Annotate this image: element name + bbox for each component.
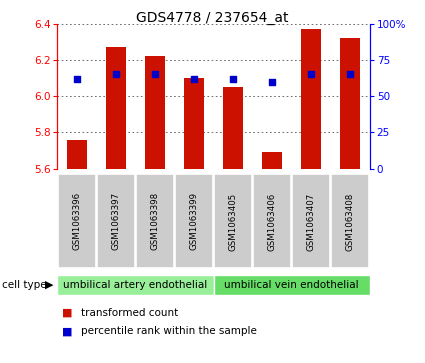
Bar: [136, 174, 174, 269]
Bar: [301, 29, 321, 169]
Text: ■: ■: [62, 326, 72, 336]
Bar: [184, 78, 204, 169]
Bar: [340, 38, 360, 169]
Text: umbilical artery endothelial: umbilical artery endothelial: [63, 280, 207, 290]
Text: ▶: ▶: [45, 280, 53, 290]
Point: [113, 72, 119, 77]
Bar: [253, 174, 291, 269]
Point: [74, 76, 80, 82]
Bar: [213, 275, 370, 295]
Text: GSM1063407: GSM1063407: [307, 192, 316, 250]
Text: GSM1063397: GSM1063397: [111, 192, 120, 250]
Text: GSM1063398: GSM1063398: [150, 192, 159, 250]
Text: cell type: cell type: [2, 280, 47, 290]
Bar: [214, 174, 252, 269]
Point: [191, 76, 198, 82]
Bar: [292, 174, 330, 269]
Bar: [58, 174, 96, 269]
Text: GSM1063405: GSM1063405: [229, 192, 238, 250]
Text: GSM1063408: GSM1063408: [346, 192, 355, 250]
Text: GDS4778 / 237654_at: GDS4778 / 237654_at: [136, 11, 289, 25]
Bar: [262, 152, 282, 169]
Bar: [175, 174, 213, 269]
Text: GSM1063406: GSM1063406: [268, 192, 277, 250]
Point: [347, 72, 354, 77]
Point: [308, 72, 314, 77]
Point: [152, 72, 159, 77]
Bar: [97, 174, 135, 269]
Point: [230, 76, 236, 82]
Text: umbilical vein endothelial: umbilical vein endothelial: [224, 280, 359, 290]
Text: ■: ■: [62, 308, 72, 318]
Bar: [223, 87, 243, 169]
Bar: [332, 174, 369, 269]
Text: percentile rank within the sample: percentile rank within the sample: [81, 326, 257, 336]
Bar: [106, 47, 126, 169]
Text: GSM1063399: GSM1063399: [190, 192, 198, 250]
Bar: [67, 140, 87, 169]
Text: GSM1063396: GSM1063396: [72, 192, 82, 250]
Bar: [145, 56, 165, 169]
Text: transformed count: transformed count: [81, 308, 178, 318]
Bar: [57, 275, 213, 295]
Point: [269, 79, 275, 85]
